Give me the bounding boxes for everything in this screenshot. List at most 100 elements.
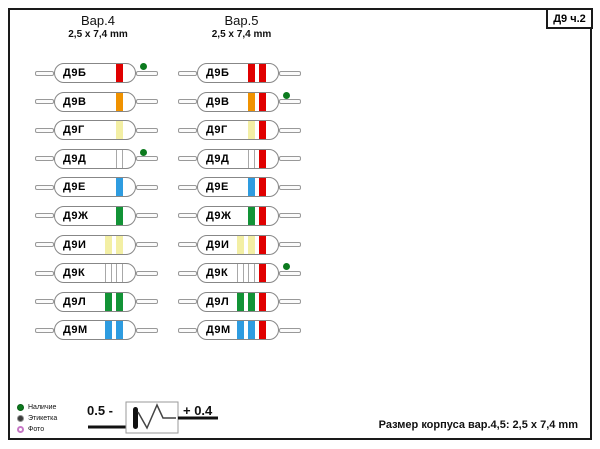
diode-label: Д9Г xyxy=(63,124,85,137)
diode-row: Д9К xyxy=(178,263,301,284)
pink-ring-icon xyxy=(17,425,24,433)
lead-wire-right xyxy=(136,213,158,219)
legend-item: Наличие xyxy=(17,402,57,412)
lead-wire-right xyxy=(279,299,301,305)
diode-body: Д9Б xyxy=(197,63,279,83)
lead-wire-left xyxy=(35,327,54,333)
lead-wire-left xyxy=(35,213,54,219)
diode-body: Д9Г xyxy=(54,120,136,141)
band-white xyxy=(248,149,255,168)
band-white xyxy=(237,264,244,283)
lead-wire-right xyxy=(136,184,158,190)
diode-label: Д9Л xyxy=(63,295,87,308)
lead-wire-left xyxy=(35,270,54,276)
diode-body: Д9М xyxy=(54,320,136,341)
diode-row: Д9Г xyxy=(35,120,158,141)
lead-wire-left xyxy=(35,127,54,133)
lead-wire-right xyxy=(136,156,158,162)
band-blue xyxy=(248,321,255,340)
band-orange xyxy=(116,92,123,111)
diode-label: Д9М xyxy=(206,324,231,337)
lead-wire-right xyxy=(279,242,301,248)
band-green xyxy=(116,292,123,311)
diode-label: Д9Е xyxy=(206,181,229,194)
column-subtitle: 2,5 x 7,4 mm xyxy=(211,29,272,40)
diode-body: Д9К xyxy=(197,263,279,284)
diode-body: Д9Л xyxy=(197,291,279,312)
diode-body: Д9И xyxy=(197,234,279,255)
diode-body: Д9М xyxy=(197,320,279,341)
diode-label: Д9Б xyxy=(63,67,87,79)
lead-wire-right xyxy=(279,99,301,105)
band-red xyxy=(259,92,266,111)
filled-green-icon xyxy=(17,403,24,411)
diode-row: Д9И xyxy=(35,234,158,255)
band-red xyxy=(259,206,266,225)
availability-dot xyxy=(283,91,290,99)
diode-body: Д9Ж xyxy=(54,205,136,226)
diode-body: Д9В xyxy=(197,91,279,112)
diode-body: Д9Г xyxy=(197,120,279,141)
band-red xyxy=(259,178,266,197)
band-white xyxy=(116,149,123,168)
lead-wire-right xyxy=(279,70,301,76)
diode-body: Д9Е xyxy=(54,177,136,198)
band-white xyxy=(105,264,112,283)
diode-label: Д9Е xyxy=(63,181,86,194)
diode-label: Д9Д xyxy=(63,152,87,165)
diode-column-var4: Д9Б Д9В Д9Г Д9Д Д9Е Д9Ж Д9И Д9К Д9Л Д9М xyxy=(35,63,158,341)
band-red xyxy=(259,149,266,168)
lead-wire-right xyxy=(279,327,301,333)
lead-wire-right xyxy=(279,156,301,162)
lead-wire-left xyxy=(178,184,197,190)
band-blue xyxy=(237,321,244,340)
lead-wire-right xyxy=(136,299,158,305)
lead-wire-left xyxy=(178,127,197,133)
band-blue xyxy=(105,321,112,340)
legend-item: Этикетка xyxy=(17,413,57,423)
lead-wire-left xyxy=(35,99,54,105)
band-red xyxy=(259,292,266,311)
diode-row: Д9Л xyxy=(35,291,158,312)
lead-wire-right xyxy=(136,270,158,276)
band-green xyxy=(237,292,244,311)
lead-wire-right xyxy=(279,270,301,276)
lead-wire-left xyxy=(178,327,197,333)
band-yellow xyxy=(116,235,123,254)
band-yellow xyxy=(116,121,123,140)
band-red xyxy=(248,64,255,82)
lead-wire-left xyxy=(35,299,54,305)
diode-row: Д9Г xyxy=(178,120,301,141)
diode-body: Д9К xyxy=(54,263,136,284)
diode-body: Д9Ж xyxy=(197,205,279,226)
diode-label: Д9И xyxy=(63,238,87,251)
diode-label: Д9В xyxy=(63,95,87,108)
diode-row: Д9И xyxy=(178,234,301,255)
lead-wire-left xyxy=(178,213,197,219)
diode-label: Д9Л xyxy=(206,295,230,308)
diode-row: Д9Л xyxy=(178,291,301,312)
diode-label: Д9К xyxy=(63,267,86,280)
lead-wire-left xyxy=(178,299,197,305)
band-yellow xyxy=(237,235,244,254)
outer-border xyxy=(8,8,592,440)
availability-dot xyxy=(140,148,147,156)
diode-row: Д9М xyxy=(35,320,158,341)
band-red xyxy=(116,64,123,82)
legend: Наличие Этикетка Фото xyxy=(17,402,57,435)
column-title: Вар.4 xyxy=(81,13,115,28)
diode-row: Д9Б xyxy=(178,63,301,83)
diode-body: Д9Д xyxy=(197,148,279,169)
diode-label: Д9В xyxy=(206,95,230,108)
footer-note: Размер корпуса вар.4,5: 2,5 x 7,4 mm xyxy=(378,419,578,431)
diode-label: Д9Б xyxy=(206,67,230,79)
diode-label: Д9Ж xyxy=(63,209,89,222)
cathode-bar xyxy=(133,407,138,429)
band-blue xyxy=(248,178,255,197)
diode-label: Д9К xyxy=(206,267,229,280)
lead-wire-right xyxy=(279,127,301,133)
diode-label: Д9Д xyxy=(206,152,230,165)
lead-wire-right xyxy=(136,242,158,248)
legend-label: Фото xyxy=(28,425,45,433)
